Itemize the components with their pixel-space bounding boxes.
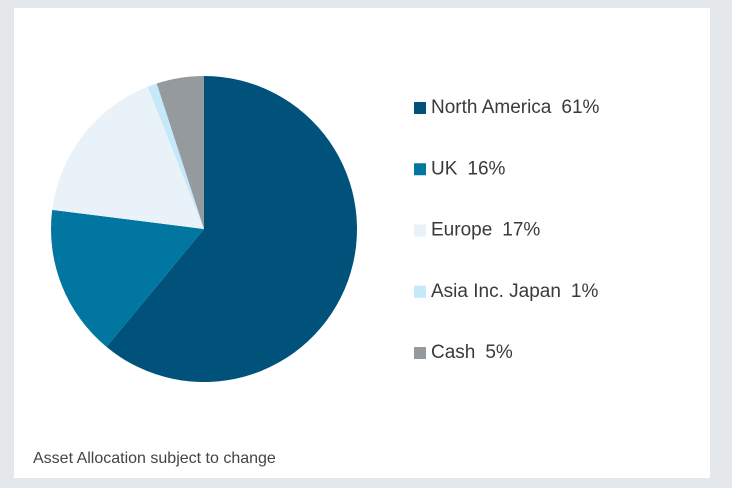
legend-label: Europe <box>431 220 492 241</box>
pie-slice <box>156 76 204 229</box>
legend-value: 16% <box>467 158 505 179</box>
legend-swatch <box>414 102 426 114</box>
legend-value: 61% <box>561 97 599 118</box>
pie-slice <box>52 86 204 229</box>
legend-swatch <box>414 163 426 176</box>
pie-slice <box>147 83 204 230</box>
legend-swatch <box>414 224 426 237</box>
legend-swatch <box>414 347 426 359</box>
legend-value: 17% <box>502 220 540 241</box>
legend-value: 1% <box>571 281 599 302</box>
legend-value: 5% <box>485 342 513 363</box>
legend-label: Asia Inc. Japan <box>431 281 561 302</box>
legend-swatch <box>414 285 426 298</box>
footnote: Asset Allocation subject to change <box>33 450 276 467</box>
legend-label: Cash <box>431 342 475 363</box>
pie-slice <box>106 76 358 382</box>
pie-slice <box>50 209 205 347</box>
legend-label: UK <box>431 158 458 179</box>
legend-label: North America <box>431 97 552 118</box>
